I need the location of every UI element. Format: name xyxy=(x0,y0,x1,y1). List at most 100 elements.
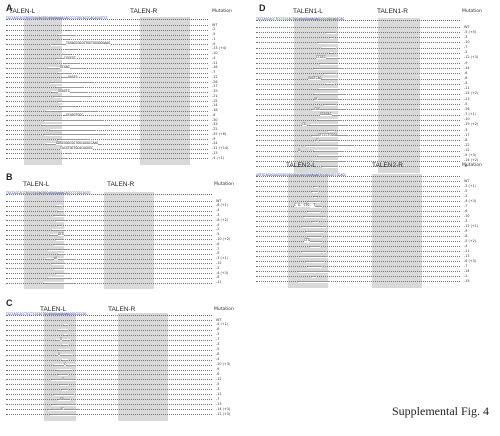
sequence-row xyxy=(6,239,212,241)
mutation-label: -3 xyxy=(216,212,220,217)
deletion-dash xyxy=(48,409,80,411)
mutation-label: -9 (+3) xyxy=(464,153,477,158)
insertion-sequence: G xyxy=(316,137,318,142)
mutation-label: -10 xyxy=(212,51,218,55)
deletion-dash xyxy=(330,37,334,39)
talen-shade-left xyxy=(24,17,62,165)
talen-label-left: TALEN1-L xyxy=(293,8,323,15)
insertion-sequence: GGAGAG xyxy=(320,111,332,116)
talen-shade-right xyxy=(378,18,420,174)
mutation-label: -3 xyxy=(216,342,220,347)
mutation-label: -12 xyxy=(216,260,222,265)
deletion-dash xyxy=(50,129,96,131)
insertion-sequence: AC xyxy=(60,406,64,411)
deletion-dash xyxy=(318,88,340,90)
insertion-sequence: GTCCCTCGGA xyxy=(318,132,338,137)
insertion-sequence: G xyxy=(60,337,62,342)
deletion-dash xyxy=(42,124,110,126)
panel-d-talen2: TALEN2-L TALEN2-R Mutation AGTGCAGAGAAGAGAG… xyxy=(256,162,488,290)
mutation-label: -14 xyxy=(212,103,218,108)
deletion-dash xyxy=(54,244,68,246)
deletion-dash xyxy=(306,145,354,147)
deletion-dash xyxy=(52,91,88,93)
mutation-label: -13 xyxy=(464,253,470,258)
deletion-dash xyxy=(58,374,68,376)
sequence-row xyxy=(256,32,460,34)
sequence-row xyxy=(256,114,460,117)
sequence-row xyxy=(6,120,208,122)
mutation-label: -4 xyxy=(212,55,216,60)
mutation-label: -26 xyxy=(212,79,218,84)
reference-sequence-text: TGCCAGCACCTCCTCGCAGTGCAGAGAAGAGAGCCCCGGC… xyxy=(256,16,345,21)
sequence-row xyxy=(6,359,212,362)
deletion-dash xyxy=(312,276,316,277)
deletion-dash xyxy=(58,225,62,226)
deletion-dash xyxy=(62,344,68,346)
panel-c: TALEN-L TALEN-R Mutation TGCCAGCACCTCCTCGCA… xyxy=(6,306,234,423)
mutation-column-header: Mutation xyxy=(462,163,482,168)
mutation-label: -7 xyxy=(216,337,220,342)
deletion-dash xyxy=(66,153,72,155)
mutation-label: -17 xyxy=(212,84,218,89)
sequence-row xyxy=(6,58,208,60)
sequence-row xyxy=(256,104,460,106)
mutation-label: -4 xyxy=(464,243,468,248)
sequence-row xyxy=(6,374,212,376)
mutation-column-header: Mutation xyxy=(212,9,232,14)
sequence-row xyxy=(256,221,460,223)
mutation-label: -15 xyxy=(212,98,218,103)
deletion-dash xyxy=(61,53,71,55)
deletion-dash xyxy=(314,196,317,197)
deletion-dash xyxy=(54,96,92,98)
deletion-dash xyxy=(320,140,340,142)
deletion-dash xyxy=(324,104,336,106)
talen-label-right: TALEN-R xyxy=(108,306,136,313)
deletion-dash xyxy=(322,166,338,168)
mutation-label: -9 xyxy=(212,41,216,46)
sequence-row xyxy=(6,101,208,103)
mutation-label: -13 xyxy=(212,150,218,155)
mutation-label: -11 xyxy=(216,280,222,285)
mutation-label: -15 (+2) xyxy=(464,91,479,96)
deletion-dash xyxy=(62,359,68,361)
mutation-label: -9 xyxy=(464,228,468,233)
mutation-label: -4 xyxy=(216,222,220,227)
sequence-row xyxy=(256,166,460,168)
mutation-label: -5 xyxy=(212,32,216,36)
talen-label-left: TALEN-L xyxy=(23,181,50,188)
sequence-row xyxy=(256,73,460,75)
reference-sequence xyxy=(6,19,208,23)
mutation-label: -19 xyxy=(212,89,218,93)
insertion-sequence: C xyxy=(64,361,66,366)
deletion-dash xyxy=(56,339,70,341)
mutation-label: -11 (+14) xyxy=(212,146,229,150)
deletion-dash xyxy=(54,268,64,270)
sequence-row xyxy=(6,339,212,342)
mutation-label: -11 xyxy=(464,248,470,253)
mutation-label: WT xyxy=(216,317,222,322)
mutation-label: -7 xyxy=(464,263,468,268)
deletion-dash xyxy=(58,349,70,351)
insertion-sequence: GCAGGTGGC xyxy=(66,112,84,117)
figure-caption: Supplemental Fig. 4 xyxy=(392,404,489,418)
mutation-label: -12 (+1) xyxy=(464,223,479,228)
deletion-dash xyxy=(54,215,66,217)
mutation-label: -7 xyxy=(464,45,468,50)
insertion-sequence: AC xyxy=(54,256,58,260)
insertion-sequence: CGGCGG xyxy=(64,55,76,60)
sequence-row xyxy=(256,271,460,273)
insertion-sequence: AC xyxy=(314,96,318,101)
sequence-row xyxy=(256,150,460,153)
sequence-row xyxy=(256,186,460,188)
reference-sequence-text: AGTGCAGAGAAGAGAGCCCCGGCAGCGAGAGAGTCCGGAG… xyxy=(256,172,347,177)
mutation-label: -9 xyxy=(216,251,220,256)
deletion-dash xyxy=(318,155,342,157)
sequence-row xyxy=(6,105,208,108)
mutation-label: -5 (+5) xyxy=(464,29,477,34)
mutation-label: -6 xyxy=(216,371,220,376)
mutation-label: -6 xyxy=(216,241,220,246)
deletion-dash xyxy=(52,263,66,265)
deletion-dash xyxy=(308,201,320,202)
deletion-dash xyxy=(56,354,72,356)
sequence-row xyxy=(6,67,208,70)
